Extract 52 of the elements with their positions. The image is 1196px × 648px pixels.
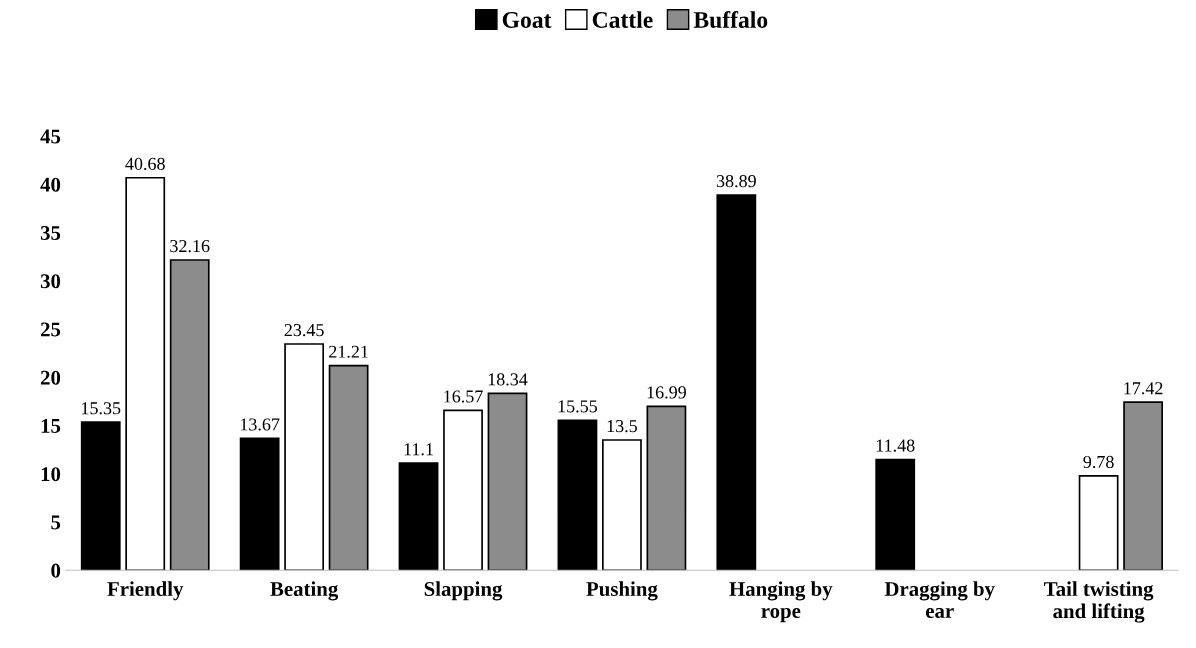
bar	[487, 392, 528, 571]
data-label: 11.1	[404, 443, 433, 456]
data-label: 17.42	[1124, 382, 1163, 395]
data-label: 11.48	[876, 439, 915, 452]
x-tick-label: Friendly	[107, 581, 184, 601]
legend-label: Cattle	[592, 11, 653, 28]
y-tick-label: 20	[40, 370, 61, 385]
bar	[443, 409, 483, 571]
data-label: 32.16	[170, 239, 210, 253]
data-label: 13.5	[607, 420, 638, 433]
bar	[1123, 401, 1164, 571]
y-tick-label: 30	[40, 274, 61, 289]
bar	[875, 458, 916, 571]
data-label: 15.35	[82, 402, 121, 415]
data-label: 23.45	[284, 324, 324, 337]
y-tick-label: 0	[51, 563, 61, 578]
legend-label: Goat	[502, 12, 552, 28]
bar	[602, 439, 642, 571]
x-tick-label: Beating	[270, 581, 339, 601]
data-label: 15.55	[558, 400, 598, 413]
x-tick-label: Hanging by rope	[729, 581, 833, 623]
y-tick-label: 35	[40, 225, 61, 240]
x-tick-label: Tail twisting and lifting	[1044, 581, 1154, 623]
legend-label: Buffalo	[693, 11, 768, 28]
x-tick-label: Pushing	[586, 581, 658, 601]
data-label: 16.57	[444, 390, 483, 403]
data-label: 40.68	[125, 157, 165, 170]
bar	[239, 437, 280, 571]
data-label: 13.67	[240, 418, 280, 431]
x-tick-label: Slapping	[424, 581, 503, 601]
bar	[557, 419, 598, 571]
data-label: 16.99	[647, 386, 686, 399]
y-tick-label: 5	[51, 515, 61, 530]
y-tick-label: 45	[40, 129, 61, 144]
bar	[646, 405, 687, 571]
bar	[716, 194, 757, 571]
bar	[398, 462, 439, 571]
x-tick-label: Dragging by ear	[884, 581, 995, 618]
data-label: 18.34	[488, 373, 528, 386]
bar	[80, 421, 121, 571]
bar	[284, 343, 325, 571]
data-label: 9.78	[1083, 455, 1114, 469]
y-tick-label: 25	[40, 322, 61, 337]
data-label: 21.21	[329, 345, 368, 358]
bar	[125, 176, 166, 571]
bar	[328, 364, 369, 571]
y-tick-label: 40	[40, 177, 61, 192]
bar	[169, 259, 210, 571]
y-tick-label: 10	[41, 467, 61, 482]
y-tick-label: 15	[41, 418, 61, 433]
bar	[1078, 475, 1119, 571]
data-label: 38.89	[716, 175, 756, 188]
